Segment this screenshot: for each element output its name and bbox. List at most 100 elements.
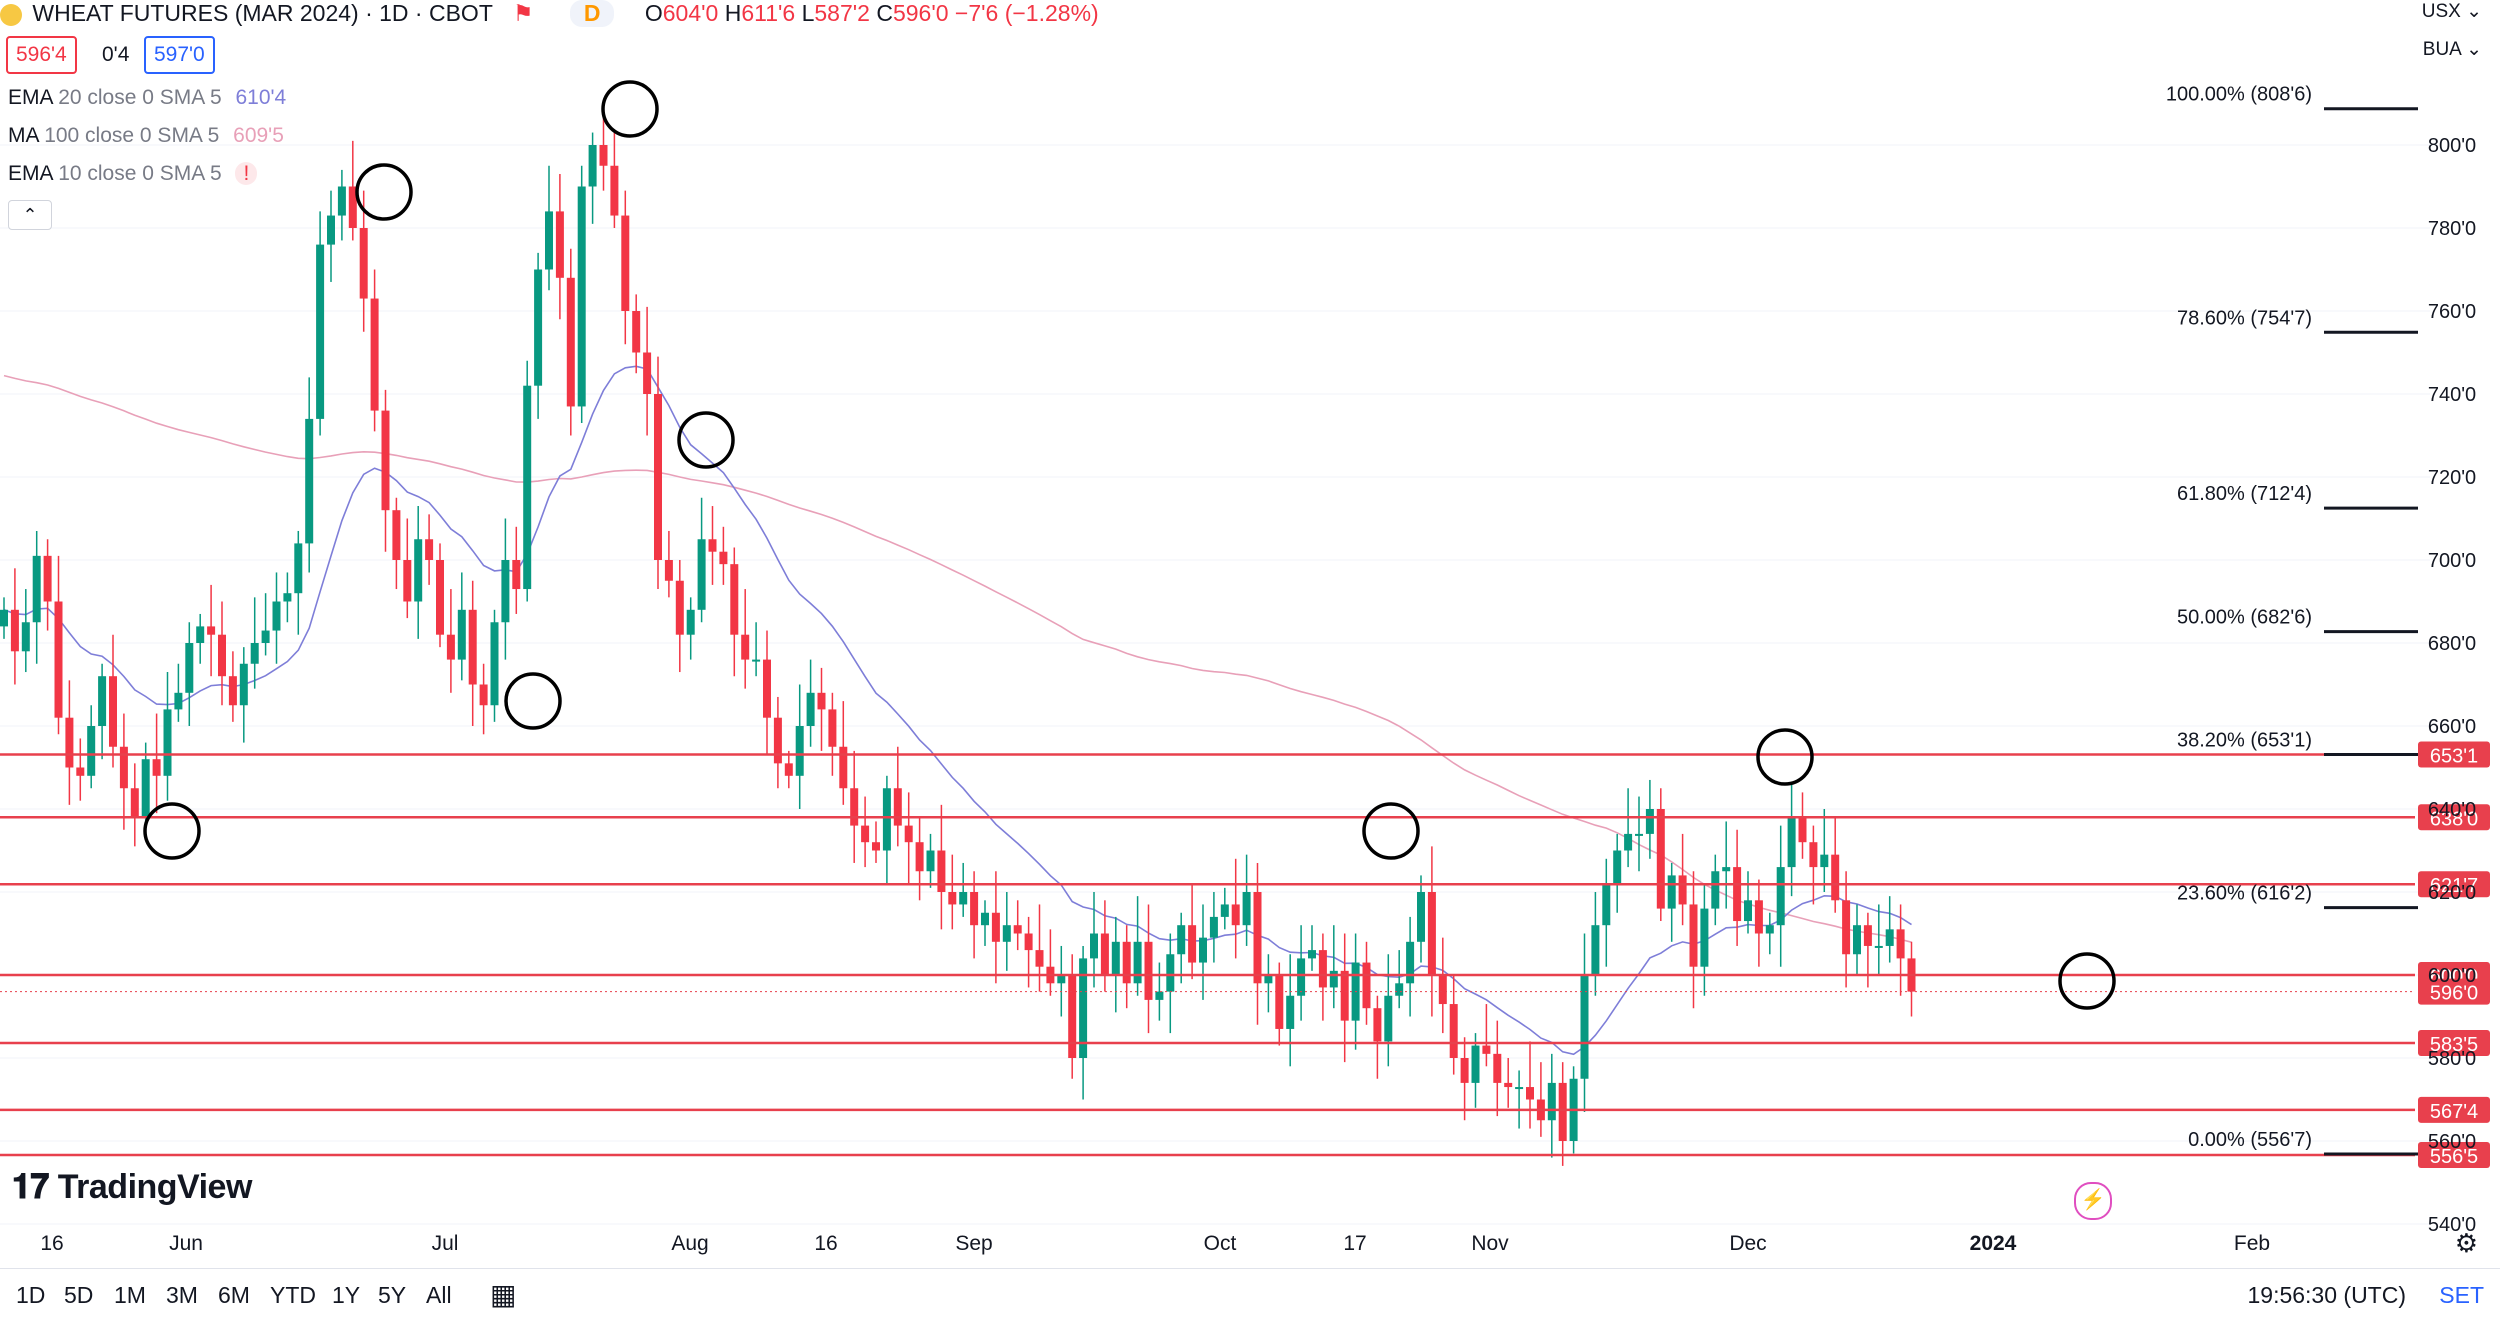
price-tick-label: 780'0 <box>2428 218 2476 240</box>
candle-body <box>294 543 303 594</box>
level-tag <box>2418 871 2490 898</box>
candle-body <box>741 634 750 660</box>
candle-body <box>337 186 346 216</box>
timeframe-button-6m[interactable]: 6M <box>218 1282 250 1308</box>
candle-body <box>599 145 608 166</box>
candle-body <box>610 165 619 216</box>
candle-body <box>1133 941 1142 984</box>
sell-price-box[interactable]: 596'4 <box>6 36 77 74</box>
candle-body <box>773 717 782 764</box>
price-tick-label: 600'0 <box>2428 965 2476 987</box>
candle-body <box>1885 929 1894 946</box>
candle-body <box>0 609 8 627</box>
candle-body <box>1166 954 1175 992</box>
candle-body <box>1580 975 1589 1079</box>
candle-body <box>588 145 597 187</box>
candle-body <box>1863 925 1872 946</box>
candle-body <box>1427 892 1436 975</box>
candle-body <box>1253 892 1262 984</box>
candle-body <box>446 634 455 660</box>
price-tick-label: 700'0 <box>2428 550 2476 572</box>
candle-body <box>272 601 281 631</box>
last-price-label: 596'0 <box>2430 983 2478 1005</box>
settings-gear-icon[interactable]: ⚙ <box>2454 1228 2478 1258</box>
ema20-path <box>3 365 1912 1056</box>
tv-logo-icon: 𝟏𝟕 <box>12 1168 49 1206</box>
candle-body <box>621 215 630 311</box>
timeframe-button-3m[interactable]: 3M <box>166 1282 198 1308</box>
date-range-icon[interactable]: ▦ <box>490 1279 517 1310</box>
candle-body <box>719 551 728 565</box>
candle-body <box>218 634 226 677</box>
candle-body <box>1482 1045 1491 1054</box>
candle-body <box>76 767 85 776</box>
timeframe-button-5y[interactable]: 5Y <box>378 1282 407 1308</box>
candle-body <box>130 788 139 818</box>
candle-body <box>1787 817 1796 868</box>
data-badge[interactable]: D <box>569 0 615 27</box>
spread-value: 0'4 <box>102 43 130 66</box>
candle-body <box>1874 945 1883 948</box>
price-chart[interactable]: 653'1 638'0 621'7 600'0 583'5 567'4 556'5 596'0… <box>0 0 2500 1268</box>
fib-label: 38.20% (653'1) <box>2177 730 2312 752</box>
buy-price-box[interactable]: 597'0 <box>144 36 215 74</box>
candle-body <box>403 560 412 602</box>
collapse-legend-button[interactable]: ⌃ <box>8 200 52 230</box>
timeframe-button-1y[interactable]: 1Y <box>332 1282 361 1308</box>
candle-body <box>545 211 553 270</box>
candle-body <box>1449 1004 1458 1058</box>
candle-body <box>534 269 543 386</box>
candle-body <box>1438 975 1447 1005</box>
clock[interactable]: 19:56:30 (UTC) <box>2247 1282 2406 1308</box>
unit-selector[interactable]: BUA ⌄ <box>2422 39 2482 60</box>
time-tick-label: 17 <box>1343 1232 1366 1255</box>
candle-body <box>65 717 74 768</box>
session-button[interactable]: SET <box>2439 1282 2484 1308</box>
fib-label: 50.00% (682'6) <box>2177 607 2312 629</box>
candle-body <box>1602 883 1611 926</box>
timeframe-button-ytd[interactable]: YTD <box>270 1282 316 1308</box>
ema10-legend[interactable]: EMA 10 close 0 SMA 5 ! <box>8 162 258 186</box>
candle-body <box>1122 941 1131 984</box>
candle-body <box>1831 854 1840 901</box>
candle-body <box>457 609 466 660</box>
fib-label: 100.00% (808'6) <box>2166 84 2312 106</box>
candle-body <box>828 709 837 747</box>
candle-body <box>1035 950 1044 967</box>
candle-body <box>381 410 390 511</box>
ma100-legend[interactable]: MA 100 close 0 SMA 5 609'5 <box>8 124 284 147</box>
candle-body <box>1842 900 1851 955</box>
time-tick-label: Oct <box>1204 1232 1237 1255</box>
candle-body <box>664 560 673 581</box>
flag-icon[interactable]: ⚑ <box>512 0 534 26</box>
candle-body <box>250 643 259 664</box>
candle-body <box>359 228 368 299</box>
candle-body <box>1711 871 1720 909</box>
candle-body <box>1144 941 1153 1000</box>
candle-body <box>555 211 564 278</box>
candle-body <box>316 244 325 419</box>
candle-body <box>654 394 662 560</box>
symbol-title[interactable]: WHEAT FUTURES (MAR 2024) · 1D · CBOT <box>32 0 493 26</box>
candles <box>0 103 1916 1166</box>
ma100-line <box>3 374 1912 943</box>
price-tick-label: 620'0 <box>2428 882 2476 904</box>
candle-body <box>1297 958 1306 996</box>
candle-body <box>1188 925 1197 963</box>
timeframe-button-all[interactable]: All <box>426 1282 452 1308</box>
swing-marker-circle <box>504 672 562 730</box>
price-tick-label: 660'0 <box>2428 716 2476 738</box>
fib-label: 61.80% (712'4) <box>2177 483 2312 505</box>
ema20-legend[interactable]: EMA 20 close 0 SMA 5 610'4 <box>8 86 287 109</box>
candle-body <box>763 659 771 718</box>
timeframe-button-1m[interactable]: 1M <box>114 1282 146 1308</box>
price-tick-label: 580'0 <box>2428 1048 2476 1070</box>
candle-body <box>1002 925 1011 942</box>
ema20-line <box>3 365 1912 1056</box>
time-tick-label: Aug <box>671 1232 708 1255</box>
timeframe-button-1d[interactable]: 1D <box>16 1282 46 1308</box>
candle-body <box>1809 842 1818 868</box>
timeframe-button-5d[interactable]: 5D <box>64 1282 94 1308</box>
lightning-icon[interactable]: ⚡ <box>2074 1182 2112 1220</box>
currency-selector[interactable]: USX ⌄ <box>2421 1 2482 22</box>
